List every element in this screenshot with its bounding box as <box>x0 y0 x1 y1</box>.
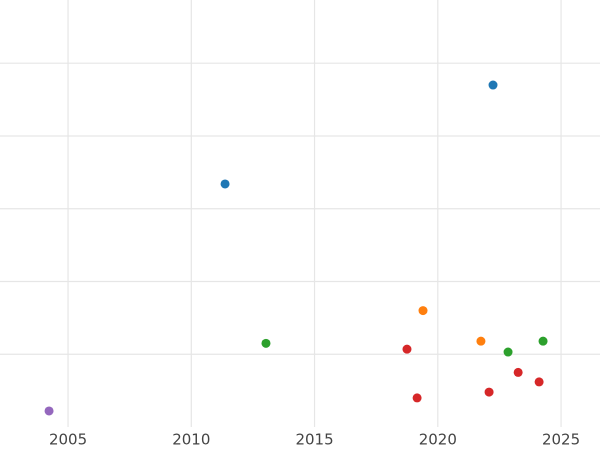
x-tick-label: 2005 <box>49 431 87 449</box>
x-tick-label: 2010 <box>172 431 210 449</box>
x-tick-label: 2020 <box>419 431 457 449</box>
point <box>513 367 523 377</box>
point <box>488 80 498 90</box>
x-tick-label: 2015 <box>295 431 333 449</box>
point <box>538 336 548 346</box>
point <box>534 377 544 387</box>
point <box>476 336 486 346</box>
point <box>44 406 54 416</box>
point <box>261 338 271 348</box>
x-tick-label: 2025 <box>542 431 580 449</box>
point <box>220 179 230 189</box>
point <box>402 344 412 354</box>
point <box>484 387 494 397</box>
point <box>503 347 513 357</box>
point <box>412 393 422 403</box>
point <box>418 306 428 316</box>
